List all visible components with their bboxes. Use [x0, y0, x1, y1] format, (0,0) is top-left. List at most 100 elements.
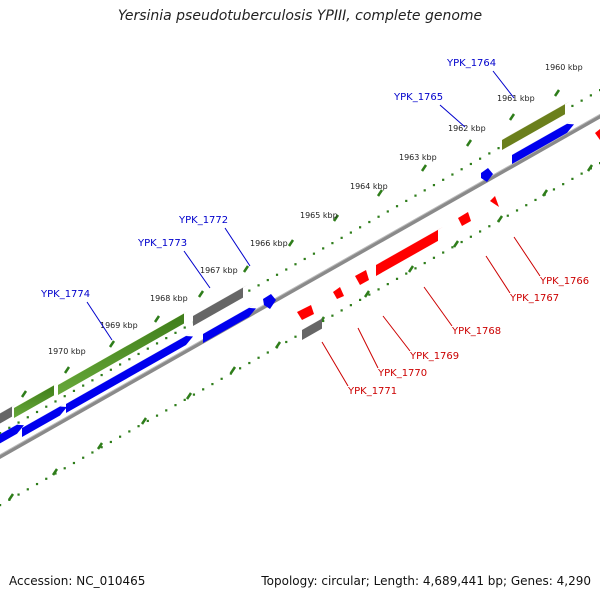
scale-dot: [285, 268, 288, 271]
scale-tick: [376, 189, 384, 197]
scale-dot: [17, 493, 20, 496]
scale-tick: [153, 315, 161, 323]
scale-dot: [488, 225, 491, 228]
scale-tick: [7, 493, 15, 501]
scale-dot: [571, 104, 574, 108]
reverse-gene-arrow: [458, 212, 471, 226]
scale-dot: [211, 382, 214, 386]
scale-dot: [469, 235, 472, 238]
scale-tick-label: 1962 kbp: [448, 124, 486, 133]
gene-leader-line: [224, 227, 251, 267]
scale-dot: [146, 347, 149, 350]
scale-dot: [155, 414, 159, 417]
genome-backbone: [0, 113, 600, 459]
scale-dot: [82, 384, 85, 387]
scale-dot: [479, 157, 482, 160]
gene-leader-line: [423, 286, 453, 327]
genome-summary: Topology: circular; Length: 4,689,441 bp…: [261, 574, 591, 588]
scale-dot: [119, 363, 122, 366]
scale-dot: [515, 209, 519, 212]
pseudo-feature: [0, 403, 17, 424]
cds-feature: [502, 101, 570, 150]
scale-dot: [368, 220, 371, 224]
forward-gene-label: YPK_1773: [137, 238, 187, 249]
forward-gene-label: YPK_1774: [40, 289, 90, 300]
scale-dot: [386, 210, 389, 213]
scale-dot: [414, 194, 417, 197]
scale-dot: [63, 395, 66, 398]
scale-dot: [119, 435, 122, 438]
forward-gene-arrow: [66, 332, 193, 413]
scale-dot: [405, 272, 408, 275]
scale-dot: [506, 214, 509, 217]
reverse-gene-arrow: [490, 196, 499, 207]
reverse-gene-arrow: [297, 305, 314, 320]
scale-dot: [580, 172, 583, 175]
scale-dot: [229, 372, 232, 375]
scale-dot: [54, 472, 57, 475]
reverse-gene-arrow: [333, 287, 344, 299]
scale-dot: [72, 461, 76, 465]
reverse-gene-arrow: [595, 129, 600, 140]
scale-dot: [349, 304, 352, 307]
scale-dot: [497, 147, 500, 150]
scale-tick-label: 1963 kbp: [399, 153, 437, 162]
scale-dot: [322, 247, 325, 250]
scale-dot: [377, 215, 380, 218]
forward-gene-arrow: [263, 294, 276, 309]
scale-dot: [239, 367, 242, 370]
scale-dot: [571, 177, 574, 180]
scale-dot: [91, 379, 94, 382]
scale-dot: [192, 393, 196, 396]
outer-scale-track: [0, 89, 600, 435]
scale-dot: [395, 277, 399, 280]
scale-dot: [442, 178, 445, 181]
scale-dot: [432, 183, 436, 187]
scale-tick: [96, 442, 104, 450]
scale-dot: [109, 368, 112, 371]
scale-dot: [368, 293, 371, 296]
scale-dot: [442, 251, 445, 254]
scale-dot: [285, 340, 288, 344]
scale-dot: [17, 421, 20, 424]
scale-tick: [274, 341, 282, 349]
forward-gene-label: YPK_1765: [393, 92, 443, 103]
scale-dot: [0, 504, 2, 507]
scale-dot: [54, 400, 57, 403]
scale-dot: [35, 410, 39, 414]
gene-leader-line: [513, 236, 541, 277]
forward-gene-arrow: [22, 403, 67, 437]
pseudo-feature: [193, 284, 248, 326]
scale-tick: [496, 215, 504, 223]
reverse-gene-label: YPK_1768: [451, 326, 501, 337]
scale-dot: [82, 456, 85, 459]
scale-dot: [72, 389, 76, 392]
forward-gene-arrow: [0, 421, 24, 444]
gene-leader-line: [357, 327, 379, 369]
scale-tick: [63, 366, 71, 374]
scale-dot: [423, 189, 426, 192]
gene-leader-line: [183, 250, 211, 289]
scale-dot: [165, 337, 168, 340]
forward-gene-arrow: [512, 120, 574, 164]
forward-gene-arrow: [203, 304, 256, 343]
inner-scale-track: [0, 162, 600, 507]
scale-dot: [525, 204, 528, 207]
forward-gene-arrow: [481, 168, 493, 182]
scale-tick: [185, 392, 193, 400]
gene-leader-line: [321, 341, 349, 387]
scale-dot: [312, 252, 316, 255]
scale-dot: [45, 405, 48, 408]
pseudo-feature: [302, 315, 327, 340]
scale-dot: [137, 425, 140, 428]
scale-dot: [63, 467, 66, 470]
reverse-gene-arrow: [355, 270, 369, 285]
scale-tick: [287, 239, 295, 247]
scale-tick: [242, 265, 250, 273]
scale-dot: [275, 273, 279, 276]
scale-dot: [35, 482, 39, 486]
map-title: Yersinia pseudotuberculosis YPIII, compl…: [117, 8, 483, 24]
reverse-gene-label: YPK_1766: [539, 276, 589, 287]
scale-tick-label: 1964 kbp: [350, 182, 388, 191]
